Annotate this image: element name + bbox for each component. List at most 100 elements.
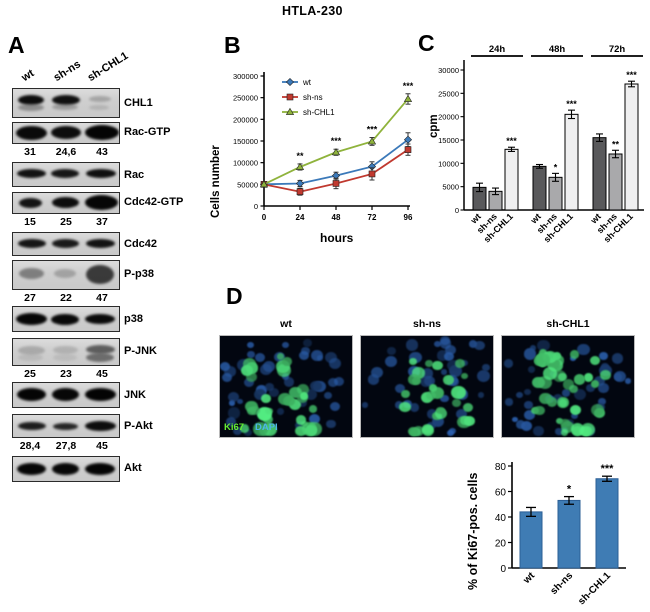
nucleus-dapi <box>299 350 310 361</box>
nucleus-dapi <box>233 427 243 436</box>
nucleus-dapi <box>309 413 321 424</box>
svg-text:20: 20 <box>495 539 507 550</box>
nucleus-ki67 <box>300 392 309 400</box>
blot-chl1 <box>12 88 120 118</box>
nucleus-dapi <box>262 360 275 372</box>
nucleus-ki67 <box>555 417 563 425</box>
panel-a-letter: A <box>8 32 25 58</box>
nucleus-ki67 <box>573 374 586 385</box>
nucleus-dapi <box>247 342 255 349</box>
nucleus-dapi <box>237 398 244 405</box>
svg-text:*: * <box>567 484 572 496</box>
blot-akt <box>12 456 120 482</box>
nucleus-dapi <box>247 351 255 358</box>
blot-p-jnk <box>12 338 120 366</box>
svg-text:0: 0 <box>455 206 459 215</box>
quant-value: 25 <box>60 216 72 228</box>
svg-text:***: *** <box>506 136 517 146</box>
svg-text:48: 48 <box>332 213 341 222</box>
svg-text:200000: 200000 <box>233 115 258 124</box>
svg-text:10000: 10000 <box>438 159 459 168</box>
panel-d-letter: D <box>226 283 243 309</box>
nucleus-dapi <box>409 351 422 364</box>
panel-b-letter: B <box>224 32 241 58</box>
nucleus-dapi <box>431 416 444 428</box>
panel-b-x-axis-title: hours <box>320 231 354 245</box>
nucleus-dapi <box>527 365 535 373</box>
svg-text:72: 72 <box>368 213 377 222</box>
nucleus-ki67 <box>547 397 558 407</box>
svg-text:72h: 72h <box>609 44 626 55</box>
blot-label-chl1: CHL1 <box>124 97 153 109</box>
nucleus-ki67 <box>265 407 273 415</box>
nucleus-ki67 <box>463 403 474 413</box>
nucleus-dapi <box>361 401 369 408</box>
nucleus-dapi <box>577 343 590 356</box>
nucleus-ki67 <box>547 358 560 370</box>
svg-text:sh-ns: sh-ns <box>548 570 575 597</box>
micro-tag-ki67: Ki67 <box>224 422 245 433</box>
nucleus-dapi <box>440 336 450 346</box>
nucleus-dapi <box>328 378 339 388</box>
nucleus-ki67 <box>276 363 292 378</box>
nucleus-dapi <box>227 391 239 402</box>
nucleus-ki67 <box>583 372 594 382</box>
quant-row-p-jnk: 25 23 45 <box>12 368 120 380</box>
nucleus-ki67 <box>568 384 578 394</box>
nucleus-dapi <box>426 409 437 419</box>
nucleus-ki67 <box>562 379 575 390</box>
panel-a: A wt sh-ns sh-CHL1 CHL1 Rac-GTP 31 24,6 … <box>0 0 212 500</box>
nucleus-ki67 <box>409 358 418 366</box>
nucleus-dapi <box>329 401 340 411</box>
nucleus-ki67 <box>591 404 605 416</box>
quant-value: 27,8 <box>55 440 77 452</box>
nucleus-dapi <box>482 364 490 372</box>
nucleus-dapi <box>530 345 537 351</box>
panel-c: cpm 0 5000 10000 15000 20000 25000 30000 24h wt s… <box>412 28 650 278</box>
micrograph-wt <box>219 335 353 438</box>
nucleus-ki67 <box>421 424 434 437</box>
nucleus-dapi <box>303 338 313 348</box>
nucleus-dapi <box>624 378 631 384</box>
nucleus-ki67 <box>400 390 410 399</box>
nucleus-dapi <box>434 340 441 347</box>
nucleus-ki67 <box>460 416 470 425</box>
nucleus-dapi <box>477 392 485 399</box>
lane-label-sh-chl1: sh-CHL1 <box>85 49 131 84</box>
quant-value: 25 <box>24 368 36 380</box>
nucleus-ki67 <box>569 349 580 359</box>
nucleus-ki67 <box>451 398 461 408</box>
micrograph-sh-ns <box>360 335 494 438</box>
nucleus-dapi <box>395 384 406 394</box>
quant-value: 47 <box>96 292 108 304</box>
quant-row-p-akt: 28,4 27,8 45 <box>12 440 120 452</box>
nucleus-ki67 <box>412 367 425 379</box>
nucleus-dapi <box>533 426 544 436</box>
nucleus-dapi <box>371 367 384 379</box>
nucleus-dapi <box>405 339 419 351</box>
lane-label-wt: wt <box>19 67 37 84</box>
nucleus-dapi <box>599 352 609 361</box>
nucleus-dapi <box>221 372 232 383</box>
panel-d-bar-chart: % of Ki67-pos. cells 0 20 40 60 80 wt * sh-ns **… <box>466 452 650 612</box>
nucleus-dapi <box>310 380 322 392</box>
nucleus-dapi <box>614 373 623 381</box>
micro-tag-dapi: DAPI <box>255 422 278 433</box>
svg-text:sh-CHL1: sh-CHL1 <box>576 570 613 607</box>
nucleus-dapi <box>537 339 551 352</box>
panel-a-lane-labels: wt sh-ns sh-CHL1 <box>14 49 134 90</box>
nucleus-dapi <box>226 417 237 427</box>
svg-text:0: 0 <box>254 202 258 211</box>
nucleus-dapi <box>524 410 536 421</box>
nucleus-ki67 <box>560 418 570 428</box>
micro-title-wt: wt <box>280 318 292 330</box>
nucleus-dapi <box>598 398 606 406</box>
nucleus-dapi <box>449 428 457 435</box>
svg-text:***: *** <box>626 70 637 80</box>
quant-value: 37 <box>96 216 108 228</box>
nucleus-dapi <box>304 388 318 401</box>
panel-b: Cells number 0 50000 100000 150000 200000 250… <box>210 28 416 263</box>
nucleus-dapi <box>611 353 624 364</box>
svg-text:sh-ns: sh-ns <box>303 93 323 102</box>
svg-text:60: 60 <box>495 488 507 499</box>
